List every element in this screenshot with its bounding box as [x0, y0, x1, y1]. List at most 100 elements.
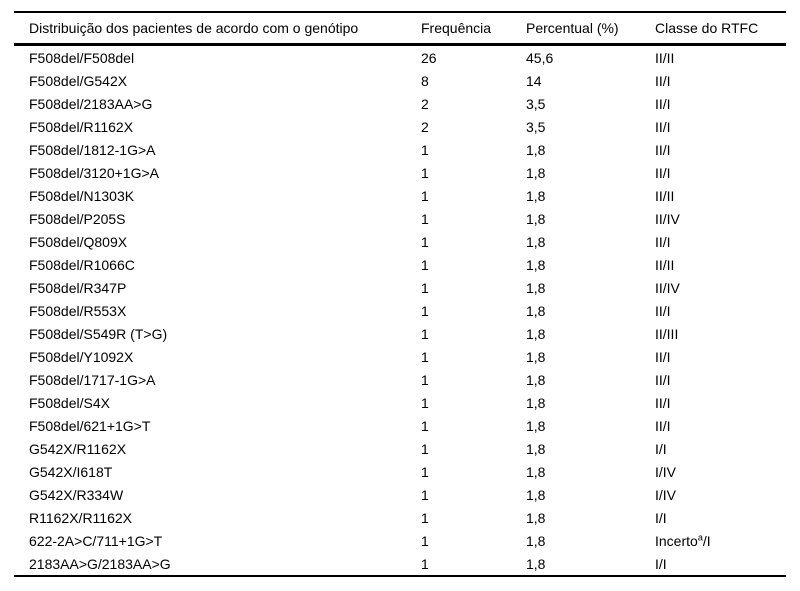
rtfc-class-cell: I/IV	[655, 486, 677, 503]
frequency-cell: 1	[421, 302, 429, 319]
frequency-cell: 1	[421, 210, 429, 227]
percent-cell: 1,8	[526, 256, 546, 273]
rtfc-class-cell: I/I	[655, 509, 667, 526]
percent-cell: 1,8	[526, 233, 546, 250]
percent-cell: 1,8	[526, 417, 546, 434]
genotype-cell: F508del/Y1092X	[29, 348, 134, 365]
rtfc-class-cell: I/IV	[655, 463, 677, 480]
percent-cell: 1,8	[526, 141, 546, 158]
genotype-cell: F508del/S4X	[29, 394, 110, 411]
table-row: F508del/R1066C 1 1,8 II/II	[14, 253, 786, 276]
rtfc-class-cell: II/I	[655, 417, 671, 434]
genotype-cell: F508del/621+1G>T	[29, 417, 151, 434]
table-row: R1162X/R1162X 1 1,8 I/I	[14, 506, 786, 529]
percent-cell: 3,5	[526, 95, 546, 112]
genotype-cell: F508del/3120+1G>A	[29, 164, 159, 181]
rtfc-class-cell: II/I	[655, 348, 671, 365]
table-row: F508del/F508del 26 45,6 II/II	[14, 45, 786, 70]
frequency-cell: 1	[421, 371, 429, 388]
rtfc-class-cell: II/I	[655, 72, 671, 89]
genotype-distribution-table: Distribuição dos pacientes de acordo com…	[14, 11, 786, 577]
table-row: F508del/2183AA>G 2 3,5 II/I	[14, 92, 786, 115]
genotype-cell: F508del/1717-1G>A	[29, 371, 156, 388]
genotype-cell: F508del/R553X	[29, 302, 127, 319]
genotype-cell: 2183AA>G/2183AA>G	[29, 555, 171, 572]
rtfc-class-cell: II/IV	[655, 279, 680, 296]
genotype-cell: F508del/F508del	[29, 49, 135, 66]
frequency-cell: 1	[421, 325, 429, 342]
frequency-cell: 2	[421, 95, 429, 112]
percent-cell: 3,5	[526, 118, 546, 135]
rtfc-class-cell: II/I	[655, 371, 671, 388]
column-header-rtfc-class: Classe do RTFC	[640, 12, 786, 46]
table-row: F508del/N1303K 1 1,8 II/II	[14, 184, 786, 207]
table-row: G542X/R334W 1 1,8 I/IV	[14, 483, 786, 506]
genotype-cell: G542X/I618T	[29, 463, 113, 480]
percent-cell: 1,8	[526, 164, 546, 181]
frequency-cell: 1	[421, 486, 429, 503]
genotype-cell: F508del/S549R (T>G)	[29, 325, 168, 342]
table-row: F508del/R347P 1 1,8 II/IV	[14, 276, 786, 299]
footnote-marker: a	[697, 531, 703, 542]
genotype-cell: 622-2A>C/711+1G>T	[29, 532, 163, 549]
table-row: F508del/P205S 1 1,8 II/IV	[14, 207, 786, 230]
table-body: F508del/F508del 26 45,6 II/II F508del/G542X 8…	[14, 45, 786, 577]
percent-cell: 1,8	[526, 532, 546, 549]
frequency-cell: 1	[421, 348, 429, 365]
table-row: F508del/1717-1G>A 1 1,8 II/I	[14, 368, 786, 391]
table-row: 2183AA>G/2183AA>G 1 1,8 I/I	[14, 552, 786, 576]
table-row: F508del/S549R (T>G) 1 1,8 II/III	[14, 322, 786, 345]
frequency-cell: 1	[421, 256, 429, 273]
genotype-distribution-table-container: Distribuição dos pacientes de acordo com…	[14, 11, 786, 577]
rtfc-class-cell: II/I	[655, 233, 671, 250]
percent-cell: 1,8	[526, 394, 546, 411]
percent-cell: 1,8	[526, 302, 546, 319]
frequency-cell: 1	[421, 394, 429, 411]
genotype-cell: F508del/1812-1G>A	[29, 141, 156, 158]
percent-cell: 1,8	[526, 210, 546, 227]
genotype-cell: G542X/R1162X	[29, 440, 127, 457]
percent-cell: 1,8	[526, 187, 546, 204]
frequency-cell: 1	[421, 509, 429, 526]
table-row: F508del/R1162X 2 3,5 II/I	[14, 115, 786, 138]
table-header: Distribuição dos pacientes de acordo com…	[14, 12, 786, 46]
percent-cell: 14	[526, 72, 542, 89]
rtfc-class-cell: II/IV	[655, 210, 680, 227]
percent-cell: 1,8	[526, 486, 546, 503]
table-row: F508del/621+1G>T 1 1,8 II/I	[14, 414, 786, 437]
genotype-cell: F508del/2183AA>G	[29, 95, 153, 112]
genotype-cell: F508del/R347P	[29, 279, 127, 296]
frequency-cell: 1	[421, 417, 429, 434]
table-row: F508del/3120+1G>A 1 1,8 II/I	[14, 161, 786, 184]
table-row: F508del/G542X 8 14 II/I	[14, 69, 786, 92]
percent-cell: 1,8	[526, 555, 546, 572]
table-row: G542X/R1162X 1 1,8 I/I	[14, 437, 786, 460]
percent-cell: 1,8	[526, 325, 546, 342]
genotype-cell: F508del/P205S	[29, 210, 126, 227]
frequency-cell: 1	[421, 233, 429, 250]
rtfc-class-cell: II/II	[655, 49, 675, 66]
frequency-cell: 8	[421, 72, 429, 89]
rtfc-class-cell: II/I	[655, 164, 671, 181]
table-row: G542X/I618T 1 1,8 I/IV	[14, 460, 786, 483]
table-row: F508del/1812-1G>A 1 1,8 II/I	[14, 138, 786, 161]
frequency-cell: 1	[421, 532, 429, 549]
rtfc-class-cell: II/III	[655, 325, 679, 342]
table-row: F508del/R553X 1 1,8 II/I	[14, 299, 786, 322]
genotype-cell: F508del/Q809X	[29, 233, 128, 250]
rtfc-class-cell: II/I	[655, 95, 671, 112]
genotype-cell: F508del/G542X	[29, 72, 128, 89]
rtfc-class-cell: II/II	[655, 256, 675, 273]
frequency-cell: 1	[421, 555, 429, 572]
percent-cell: 1,8	[526, 348, 546, 365]
rtfc-class-cell: II/I	[655, 118, 671, 135]
frequency-cell: 1	[421, 279, 429, 296]
frequency-cell: 1	[421, 463, 429, 480]
table-row: 622-2A>C/711+1G>T 1 1,8 Incertoa/I	[14, 529, 786, 552]
frequency-cell: 1	[421, 440, 429, 457]
percent-cell: 1,8	[526, 509, 546, 526]
frequency-cell: 1	[421, 164, 429, 181]
genotype-cell: F508del/N1303K	[29, 187, 135, 204]
percent-cell: 1,8	[526, 463, 546, 480]
table-row: F508del/S4X 1 1,8 II/I	[14, 391, 786, 414]
